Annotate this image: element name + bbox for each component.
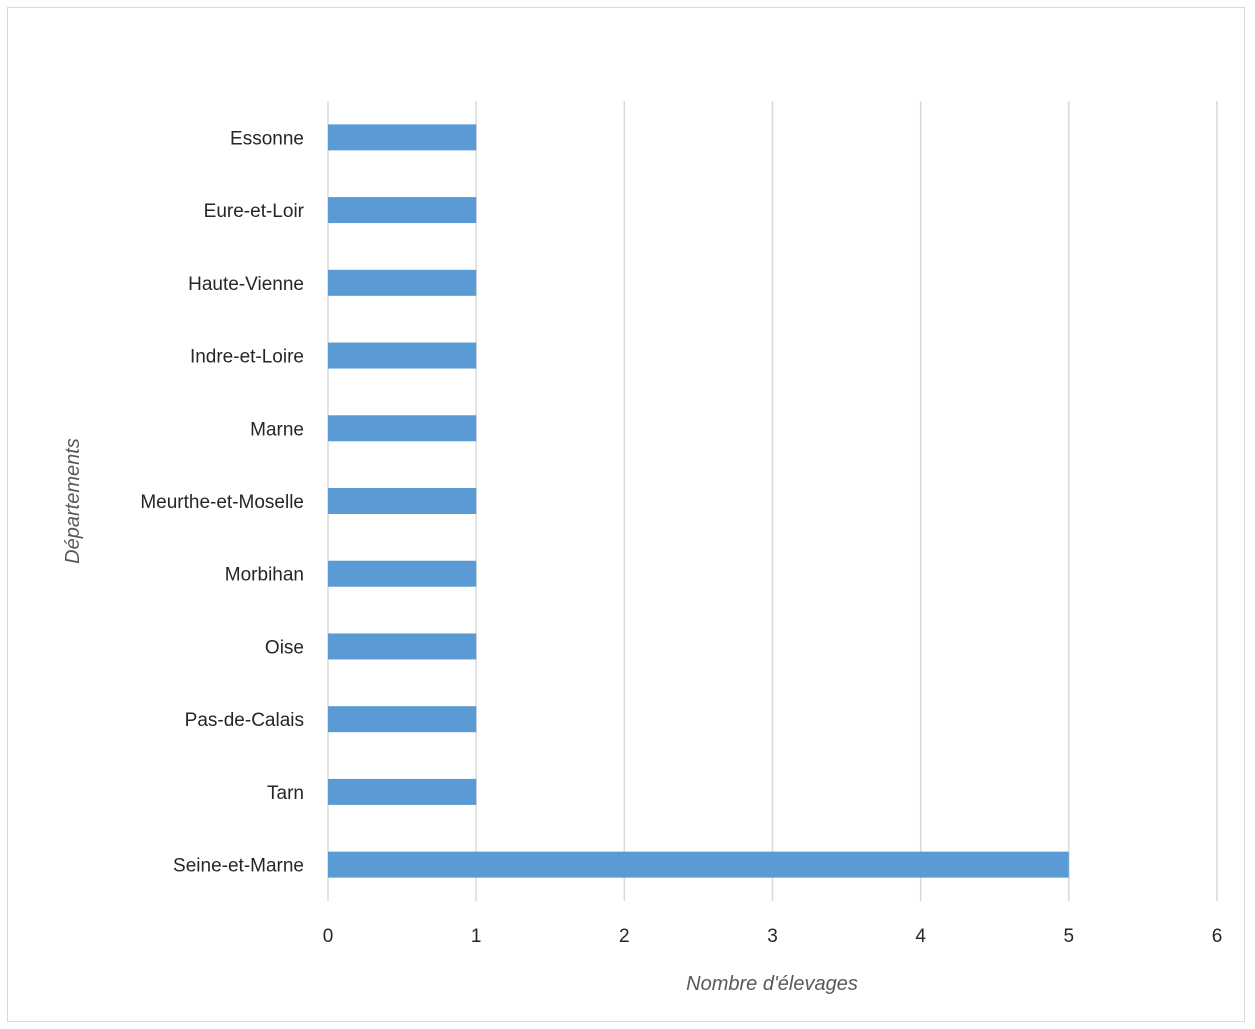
category-label: Essonne (230, 128, 304, 149)
category-label: Seine-et-Marne (173, 856, 304, 877)
category-labels: Essonne Eure-et-Loir Haute-Vienne Indre-et-… (140, 128, 304, 876)
x-tick-label: 0 (323, 926, 334, 947)
bar (328, 851, 1069, 878)
x-tick-label: 6 (1212, 926, 1223, 947)
category-label: Pas-de-Calais (185, 710, 304, 731)
x-tick-labels: 0 1 2 3 4 5 6 (323, 926, 1223, 947)
bar (328, 197, 477, 224)
bar (328, 706, 477, 733)
bar (328, 415, 477, 442)
bar (328, 124, 477, 151)
category-label: Morbihan (225, 565, 304, 586)
bar (328, 633, 477, 660)
bar (328, 560, 477, 587)
gridlines (327, 101, 1218, 901)
x-tick-label: 5 (1064, 926, 1075, 947)
x-tick-label: 3 (767, 926, 778, 947)
bars (328, 124, 1069, 878)
category-label: Meurthe-et-Moselle (140, 492, 304, 513)
category-label: Haute-Vienne (188, 274, 304, 295)
x-tick-label: 1 (471, 926, 482, 947)
y-axis-title: Départements (62, 438, 84, 564)
bar (328, 778, 477, 805)
category-label: Oise (265, 637, 304, 658)
category-label: Marne (250, 419, 304, 440)
x-axis-title: Nombre d'élevages (686, 973, 858, 995)
category-label: Eure-et-Loir (204, 201, 305, 222)
bar (328, 342, 477, 369)
x-tick-label: 4 (915, 926, 926, 947)
category-label: Indre-et-Loire (190, 347, 304, 368)
bar (328, 269, 477, 296)
x-tick-label: 2 (619, 926, 630, 947)
category-label: Tarn (267, 783, 304, 804)
bar (328, 488, 477, 514)
